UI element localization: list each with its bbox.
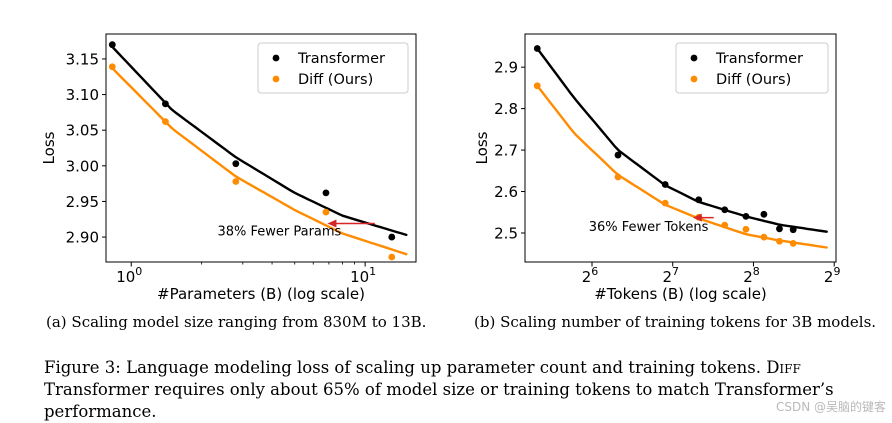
data-point xyxy=(742,225,750,233)
data-point xyxy=(162,118,169,126)
data-point xyxy=(533,82,541,90)
data-point xyxy=(108,41,116,49)
data-point xyxy=(232,178,240,185)
legend-label: Diff (Ours) xyxy=(298,72,373,88)
y-tick-label: 2.6 xyxy=(494,183,518,201)
y-axis-label: Loss xyxy=(40,131,58,164)
data-point xyxy=(695,196,703,204)
fit-curve xyxy=(536,47,828,233)
y-tick-label: 3.05 xyxy=(66,122,99,140)
data-point xyxy=(322,208,330,216)
figure-caption: Figure 3: Language modeling loss of scal… xyxy=(44,357,874,423)
fit-curve xyxy=(111,45,408,237)
plot-frame xyxy=(524,33,837,263)
annotation-text: 36% Fewer Tokens xyxy=(589,220,709,235)
legend-marker xyxy=(272,75,280,83)
data-point xyxy=(742,213,750,220)
x-tick-label: 28 xyxy=(743,265,760,286)
series-transformer xyxy=(533,45,828,234)
legend-label: Transformer xyxy=(297,51,385,67)
x-tick-label: 27 xyxy=(662,265,679,286)
legend-label: Transformer xyxy=(715,51,803,67)
chart-tokens: 2.5 2.6 2.7 2.8 2.9 26 27 28 29 #Tokens (B) (log … xyxy=(473,33,841,303)
data-point xyxy=(108,63,116,71)
fit-curve xyxy=(111,66,408,256)
annotation-text: 38% Fewer Params xyxy=(217,225,341,240)
y-tick-label: 2.9 xyxy=(494,59,518,77)
legend-marker xyxy=(272,54,280,62)
y-tick-label: 2.5 xyxy=(494,224,518,242)
data-point xyxy=(661,181,669,188)
figure-caption-suffix: Transformer requires only about 65% of m… xyxy=(44,380,834,421)
legend-marker xyxy=(690,54,698,62)
data-point xyxy=(661,199,669,207)
x-axis-label: #Tokens (B) (log scale) xyxy=(594,285,767,303)
y-axis-label: Loss xyxy=(473,131,491,164)
legend-marker xyxy=(690,75,698,83)
y-tick-label: 2.8 xyxy=(494,100,518,118)
data-point xyxy=(760,210,768,218)
figure-charts: 2.90 2.95 3.00 3.05 3.10 3.15 100 101#Parameter… xyxy=(40,33,841,303)
data-point xyxy=(614,151,622,159)
data-point xyxy=(721,206,729,214)
x-tick-label: 101 xyxy=(350,265,376,286)
legend-label: Diff (Ours) xyxy=(716,72,791,88)
y-tick-label: 2.90 xyxy=(66,229,99,247)
data-point xyxy=(789,239,797,247)
data-point xyxy=(162,100,169,108)
data-point xyxy=(776,225,783,233)
data-point xyxy=(789,226,797,234)
series-diff xyxy=(108,63,408,261)
chart-params: 2.90 2.95 3.00 3.05 3.10 3.15 100 101#Parameter… xyxy=(40,33,417,303)
figure-caption-prefix: Figure 3: Language modeling loss of scal… xyxy=(44,358,767,377)
x-axis-label: #Parameters (B) (log scale) xyxy=(157,285,365,303)
data-point xyxy=(776,237,783,245)
figure-caption-diff: Diff xyxy=(766,358,801,377)
data-point xyxy=(614,173,622,181)
data-point xyxy=(533,45,541,52)
subcaption-a: (a) Scaling model size ranging from 830M… xyxy=(46,313,427,331)
legend: Transformer Diff (Ours) xyxy=(675,42,829,94)
watermark: CSDN @吴脑的键客 xyxy=(775,400,886,414)
x-tick-label: 100 xyxy=(116,265,142,286)
legend-box xyxy=(257,42,409,94)
series-transformer xyxy=(108,41,408,241)
y-tick-label: 2.7 xyxy=(494,142,518,160)
y-tick-label: 2.95 xyxy=(66,193,99,211)
data-point xyxy=(388,253,396,261)
data-point xyxy=(388,233,396,241)
data-point xyxy=(721,221,729,229)
data-point xyxy=(232,160,240,168)
data-point xyxy=(760,233,768,241)
y-tick-label: 3.00 xyxy=(66,157,99,175)
y-tick-label: 3.15 xyxy=(66,50,99,68)
x-tick-label: 29 xyxy=(824,265,841,286)
subcaption-b: (b) Scaling number of training tokens fo… xyxy=(474,313,877,331)
x-tick-label: 26 xyxy=(582,265,599,286)
legend-box xyxy=(675,42,829,94)
annotation-arrow-head xyxy=(692,213,702,222)
data-point xyxy=(322,189,330,197)
plot-frame xyxy=(105,33,417,263)
series-diff xyxy=(533,82,828,249)
y-tick-label: 3.10 xyxy=(66,86,99,104)
annotation-arrow-head xyxy=(327,219,337,228)
legend: Transformer Diff (Ours) xyxy=(257,42,409,94)
